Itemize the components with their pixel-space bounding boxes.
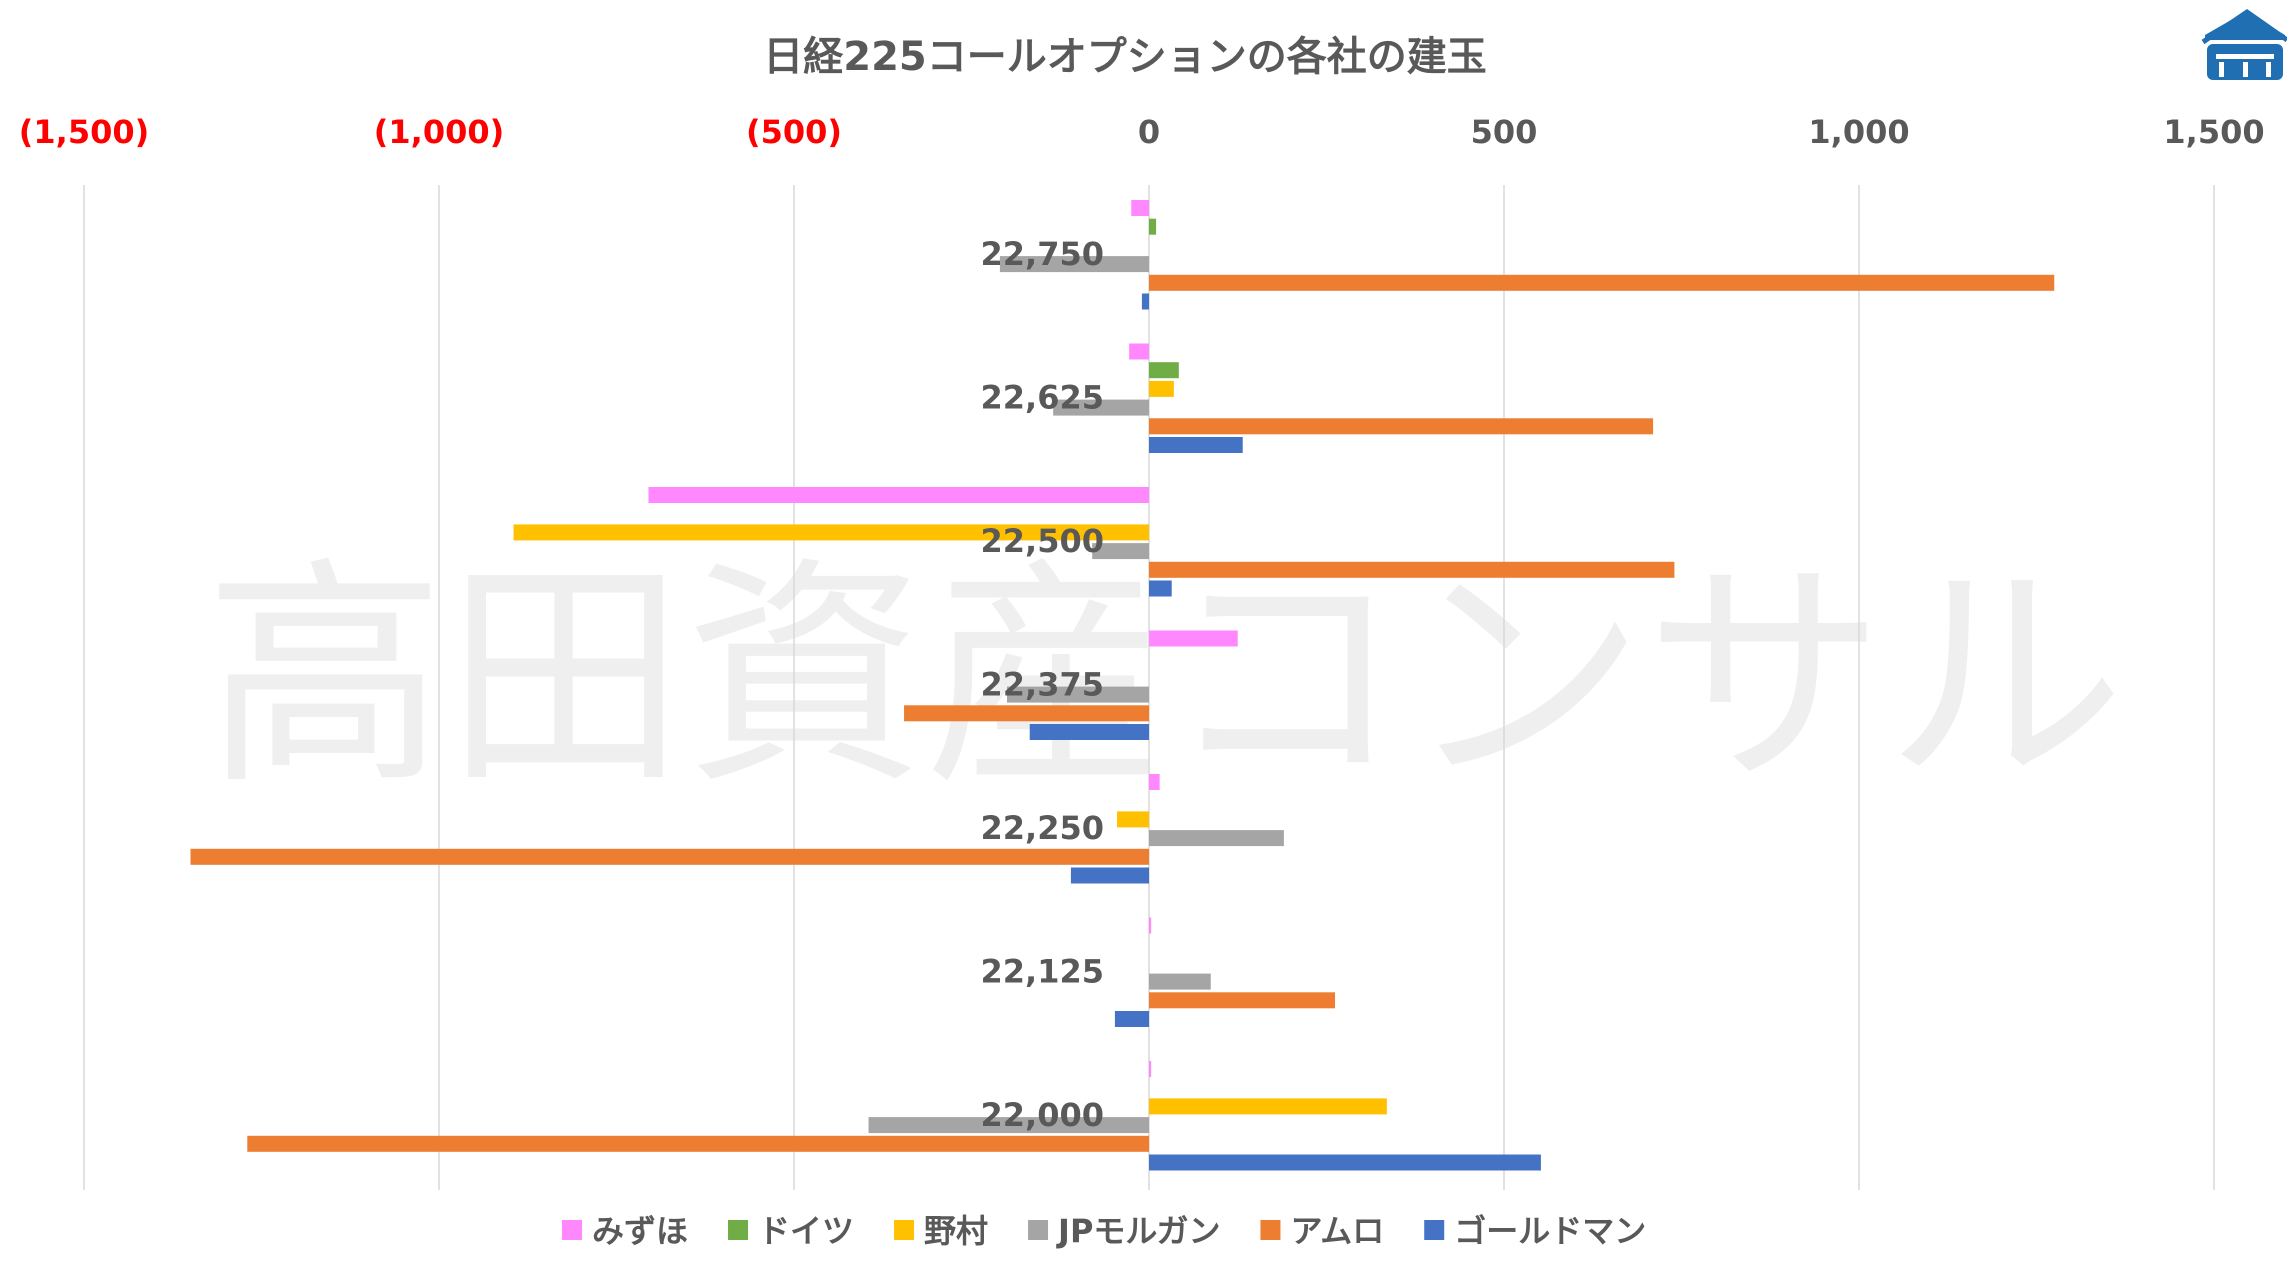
bar (868, 1117, 1149, 1134)
x-axis-ticks: (1,500) (1,000) (500) 0 500 1,000 1,500 (19, 113, 2265, 151)
legend: みずほ ドイツ 野村 JPモルガン アムロ ゴールドマン (562, 1212, 1646, 1250)
x-tick-label: (500) (746, 113, 842, 151)
bar (1029, 724, 1149, 740)
bar (1149, 917, 1152, 934)
bar (247, 1135, 1150, 1152)
bar (1149, 1098, 1387, 1115)
chart-title: 日経225コールオプションの各社の建玉 (763, 34, 1487, 80)
bar (513, 524, 1149, 541)
bar (1149, 561, 1675, 578)
x-tick-label: 0 (1138, 113, 1160, 151)
x-tick-label: (1,000) (374, 113, 504, 151)
legend-swatch (894, 1220, 915, 1240)
category-label: 22,750 (981, 235, 1104, 273)
legend-swatch (728, 1220, 749, 1240)
bar (999, 256, 1149, 273)
bar (1149, 1061, 1152, 1077)
bar (1092, 543, 1149, 560)
legend-label: みずほ (592, 1212, 688, 1250)
bar (1149, 380, 1174, 397)
bar (1149, 362, 1179, 379)
bar (1149, 437, 1243, 453)
x-tick-label: 1,500 (2163, 113, 2264, 151)
bar (1141, 293, 1149, 310)
bars (190, 200, 2055, 1171)
x-tick-label: 1,000 (1808, 113, 1909, 151)
bar (190, 848, 1149, 865)
legend-swatch (562, 1220, 582, 1240)
bar (1149, 274, 2055, 291)
legend-label: JPモルガン (1056, 1212, 1220, 1250)
bar (1070, 867, 1149, 884)
legend-label: アムロ (1290, 1212, 1384, 1250)
category-label: 22,000 (981, 1096, 1104, 1134)
bar (648, 487, 1149, 503)
bar (1053, 399, 1149, 416)
category-labels: 22,750 22,625 22,500 22,375 22,250 22,125 22,0… (981, 235, 1104, 1134)
bar (1117, 811, 1149, 828)
category-label: 22,125 (981, 953, 1104, 991)
bar (1149, 630, 1238, 647)
legend-swatch (1028, 1220, 1049, 1240)
watermark-text: 高田資産コンサル (205, 537, 2125, 817)
bar (1149, 992, 1336, 1009)
building-logo-icon (2201, 8, 2287, 80)
legend-label: ゴールドマン (1454, 1212, 1646, 1250)
legend-label: ドイツ (758, 1212, 854, 1250)
bar (1149, 830, 1284, 847)
bar (1149, 973, 1211, 990)
bar (1129, 343, 1149, 360)
bar (1131, 200, 1149, 216)
bar (904, 705, 1149, 722)
bar (1149, 774, 1160, 790)
category-label: 22,250 (981, 809, 1104, 847)
bar (1149, 580, 1172, 597)
bar (1149, 1154, 1541, 1171)
legend-swatch (1260, 1220, 1281, 1240)
legend-label: 野村 (924, 1212, 988, 1250)
x-tick-label: 500 (1471, 113, 1538, 151)
category-label: 22,500 (981, 522, 1104, 560)
x-tick-label: (1,500) (19, 113, 149, 151)
category-label: 22,625 (981, 379, 1104, 417)
category-label: 22,375 (981, 666, 1104, 704)
bar (1114, 1011, 1149, 1027)
bar (1149, 418, 1654, 435)
legend-swatch (1424, 1220, 1445, 1240)
bar (1149, 218, 1157, 235)
bar (1007, 686, 1149, 703)
